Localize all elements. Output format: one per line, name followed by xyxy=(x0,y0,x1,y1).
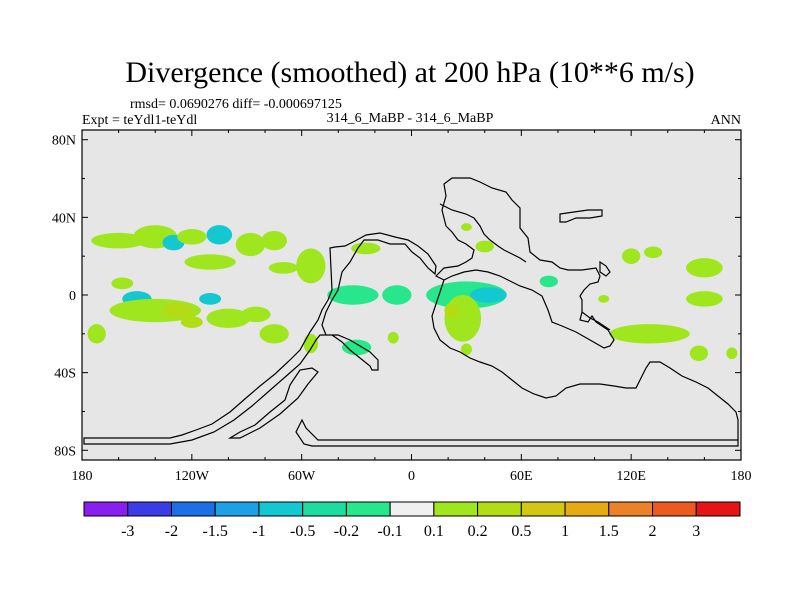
colorbar-label: 1.5 xyxy=(599,523,619,540)
colorbar-label: 0.2 xyxy=(468,523,488,540)
anomaly-region xyxy=(303,333,319,354)
anomaly-region xyxy=(470,287,507,303)
coastline-layer xyxy=(83,177,739,447)
coastline-africa xyxy=(431,279,739,440)
colorbar-label: 2 xyxy=(649,523,657,540)
colorbar: -3 -2 -1.5 -1 -0.5 -0.2 -0.1 0.1 0.2 0.5 1 1.5 2 3 xyxy=(83,501,741,540)
anomaly-region xyxy=(539,275,558,288)
anomaly-region xyxy=(341,339,372,356)
x-tick-label: 60E xyxy=(510,469,533,484)
colorbar-label: -0.2 xyxy=(334,523,359,540)
colorbar-swatch xyxy=(127,501,172,517)
colorbar-swatch xyxy=(389,501,435,517)
colorbar-swatch xyxy=(652,501,697,517)
anomaly-region xyxy=(444,295,482,342)
coastline-kamchatka xyxy=(559,209,603,223)
colorbar-swatch xyxy=(477,501,522,517)
anomaly-region xyxy=(296,248,326,284)
colorbar-swatch xyxy=(608,501,654,517)
colorbar-label: 0.5 xyxy=(511,523,531,540)
x-tick-label: 0 xyxy=(408,469,415,484)
coastline-eurasia xyxy=(434,177,615,349)
x-tick-label: 180 xyxy=(72,469,93,484)
x-axis: 180 120W 60W 0 60E 120E 180 xyxy=(72,130,752,484)
colorbar-swatch xyxy=(564,501,610,517)
colorbar-swatch xyxy=(170,501,216,517)
y-tick-label: 40S xyxy=(54,367,76,382)
colorbar-label: -0.5 xyxy=(290,523,315,540)
coastline-greenland-south xyxy=(295,418,739,447)
x-tick-label: 60W xyxy=(288,469,316,484)
coastline-americas xyxy=(83,232,437,445)
colorbar-swatch xyxy=(695,501,741,517)
anomaly-region xyxy=(726,347,738,360)
anomaly-region xyxy=(180,316,203,329)
anomaly-region xyxy=(241,306,271,323)
colorbar-label: -2 xyxy=(165,523,178,540)
anomaly-region xyxy=(327,285,379,305)
anomaly-region xyxy=(87,324,106,344)
anomaly-region xyxy=(460,343,472,356)
colorbar-label: 0.1 xyxy=(424,523,444,540)
anomaly-region xyxy=(686,258,723,278)
anomaly-region xyxy=(268,262,299,274)
anomaly-region xyxy=(111,277,134,290)
anomaly-region xyxy=(689,345,709,361)
coastline-indonesia xyxy=(581,311,611,331)
case-label: 314_6_MaBP - 314_6_MaBP xyxy=(327,111,494,126)
colorbar-label: -1.5 xyxy=(203,523,228,540)
anomaly-region xyxy=(91,232,147,249)
colorbar-swatch xyxy=(520,501,566,517)
colorbar-label: -1 xyxy=(252,523,265,540)
x-tick-label: 120W xyxy=(175,469,210,484)
anomaly-region xyxy=(206,308,251,329)
colorbar-swatch xyxy=(214,501,260,517)
anomaly-layer xyxy=(87,223,738,361)
colorbar-label: -3 xyxy=(121,523,134,540)
anomaly-region xyxy=(609,324,690,344)
y-axis: 80N 40N 0 40S 80S xyxy=(52,134,741,459)
anomaly-region xyxy=(387,331,399,344)
coastline-south-america xyxy=(227,367,319,439)
colorbar-swatch xyxy=(258,501,304,517)
x-tick-label: 120E xyxy=(616,469,646,484)
anomaly-region xyxy=(162,302,192,319)
anomaly-region xyxy=(199,293,222,305)
colorbar-swatch xyxy=(345,501,391,517)
anomaly-region xyxy=(184,254,236,270)
anomaly-region xyxy=(622,248,641,264)
chart-title: Divergence (smoothed) at 200 hPa (10**6 … xyxy=(125,56,694,89)
colorbar-label: 1 xyxy=(561,523,569,540)
experiment-label: Expt = teYdl1-teYdl xyxy=(82,113,197,128)
anomaly-region xyxy=(444,302,460,319)
stats-line: rmsd= 0.0690276 diff= -0.000697125 xyxy=(130,97,342,112)
anomaly-region xyxy=(643,246,663,259)
colorbar-swatch xyxy=(433,501,479,517)
colorbar-swatch xyxy=(83,501,129,517)
season-label: ANN xyxy=(711,113,741,128)
anomaly-region xyxy=(235,232,266,257)
coastline-japan xyxy=(599,260,611,277)
colorbar-label: 3 xyxy=(692,523,700,540)
anomaly-region xyxy=(598,295,610,303)
y-tick-label: 40N xyxy=(52,211,76,226)
anomaly-region xyxy=(261,230,288,251)
anomaly-region xyxy=(259,324,289,344)
anomaly-region xyxy=(686,291,723,307)
anomaly-region xyxy=(382,285,412,305)
x-tick-label: 180 xyxy=(731,469,752,484)
colorbar-label: -0.1 xyxy=(377,523,402,540)
anomaly-region xyxy=(177,229,207,245)
anomaly-region xyxy=(475,240,494,253)
coastline-asia-north xyxy=(439,203,527,263)
y-tick-label: 80N xyxy=(52,134,76,149)
anomaly-region xyxy=(460,223,472,231)
anomaly-region xyxy=(351,242,381,255)
anomaly-region xyxy=(206,225,233,245)
y-tick-label: 0 xyxy=(69,289,76,304)
colorbar-swatch xyxy=(302,501,347,517)
y-tick-label: 80S xyxy=(54,444,76,459)
